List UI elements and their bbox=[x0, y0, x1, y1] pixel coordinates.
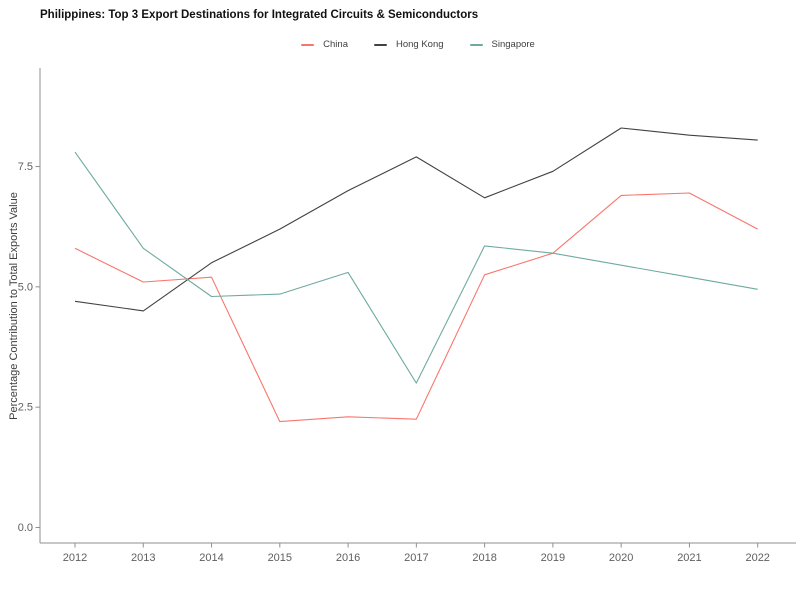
legend-label-singapore: Singapore bbox=[491, 39, 535, 50]
legend-label-hong-kong: Hong Kong bbox=[395, 39, 444, 50]
y-tick-label: 0.0 bbox=[18, 522, 33, 534]
legend-label-china: China bbox=[323, 39, 348, 50]
legend-item-singapore: Singapore bbox=[469, 39, 535, 50]
x-tick-label: 2016 bbox=[336, 552, 360, 564]
chart-title: Philippines: Top 3 Export Destinations f… bbox=[40, 9, 479, 21]
x-tick-label: 2015 bbox=[268, 552, 292, 564]
legend-key-line-singapore bbox=[469, 43, 483, 46]
series-line-singapore bbox=[74, 151, 758, 384]
x-tick-label: 2018 bbox=[472, 552, 496, 564]
series-line-china bbox=[74, 192, 758, 423]
x-tick-label: 2021 bbox=[677, 552, 701, 564]
legend-key-line-china bbox=[301, 43, 315, 46]
x-tick-label: 2013 bbox=[131, 552, 155, 564]
chart-legend: China Hong Kong Singapore bbox=[40, 39, 796, 50]
x-tick-label: 2017 bbox=[404, 552, 428, 564]
series-line-hong-kong bbox=[74, 127, 758, 312]
y-tick-label: 2.5 bbox=[18, 402, 33, 414]
x-tick-label: 2022 bbox=[745, 552, 769, 564]
x-tick-label: 2012 bbox=[63, 552, 87, 564]
legend-item-china: China bbox=[301, 39, 348, 50]
x-tick-label: 2020 bbox=[609, 552, 633, 564]
y-tick-label: 7.5 bbox=[18, 161, 33, 173]
y-tick-label: 5.0 bbox=[18, 281, 33, 293]
x-tick-label: 2019 bbox=[541, 552, 565, 564]
legend-key-line-hong-kong bbox=[373, 43, 387, 46]
y-axis-title: Percentage Contribution to Total Exports… bbox=[8, 192, 20, 420]
x-tick-label: 2014 bbox=[199, 552, 223, 564]
legend-item-hong-kong: Hong Kong bbox=[373, 39, 444, 50]
